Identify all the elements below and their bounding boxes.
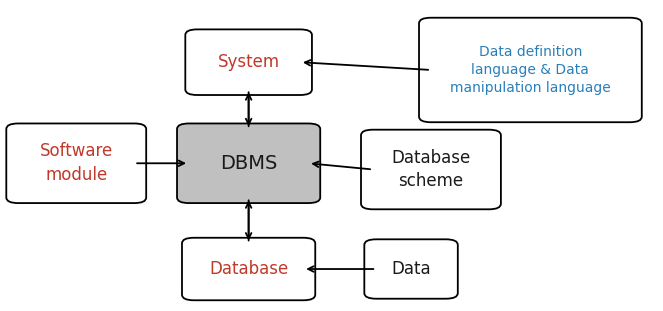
Text: Database
scheme: Database scheme (391, 149, 471, 190)
FancyBboxPatch shape (7, 123, 146, 203)
Text: Database: Database (209, 260, 288, 278)
FancyBboxPatch shape (361, 130, 501, 209)
FancyBboxPatch shape (177, 123, 320, 203)
FancyBboxPatch shape (365, 239, 457, 299)
FancyBboxPatch shape (185, 30, 312, 95)
Text: Data definition
language & Data
manipulation language: Data definition language & Data manipula… (450, 44, 611, 95)
FancyBboxPatch shape (182, 238, 316, 300)
Text: Software
module: Software module (40, 142, 113, 184)
Text: DBMS: DBMS (220, 154, 277, 173)
Text: Data: Data (391, 260, 431, 278)
FancyBboxPatch shape (419, 18, 642, 122)
Text: System: System (217, 53, 280, 71)
